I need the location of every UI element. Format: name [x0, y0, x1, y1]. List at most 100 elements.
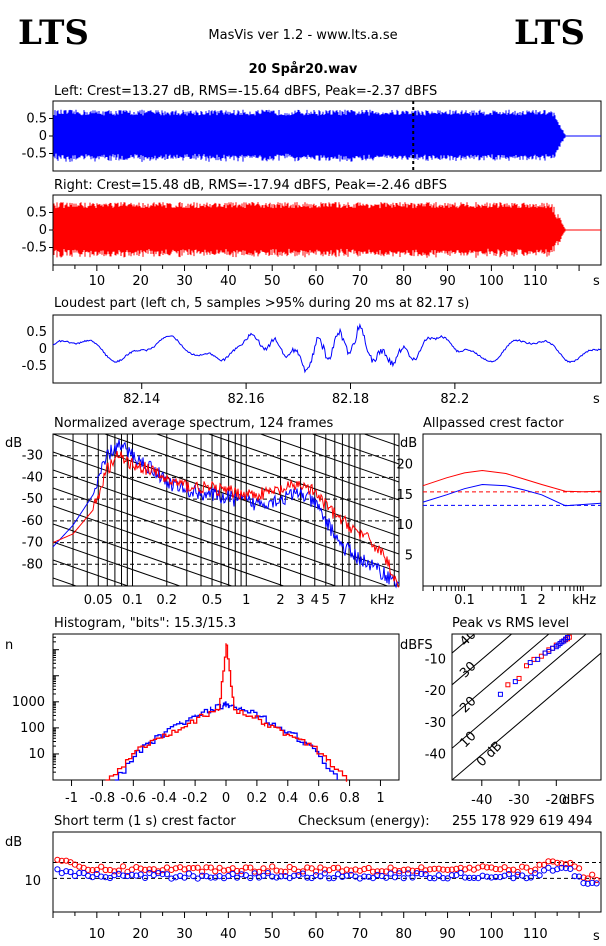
xtick-label: 100 — [479, 274, 504, 289]
spectrum-slope-line — [53, 559, 130, 586]
short-crest-point-left — [234, 874, 241, 881]
xtick-label: 82.14 — [123, 392, 160, 407]
short-crest-point-left — [102, 874, 109, 881]
short-crest-point-left — [457, 869, 464, 877]
xtick-label: 0.6 — [308, 791, 329, 806]
xtick-label: 0.4 — [277, 791, 298, 806]
peak-rms-point-left — [535, 656, 541, 662]
short-crest-point-left — [326, 875, 333, 882]
short-crest-point-left — [80, 869, 87, 877]
loudest-part-plot: 0.5 0 -0.5 82.14 82.16 82.18 82.2 — [22, 314, 602, 407]
short-crest-point-left — [207, 874, 214, 881]
xtick-label: 2 — [276, 593, 284, 608]
right-waveform-xunit: s — [593, 274, 600, 289]
ytick-label: 15 — [396, 488, 413, 503]
loudest-part-title: Loudest part (left ch, 5 samples >95% du… — [54, 296, 469, 311]
short-crest-point-right — [593, 876, 600, 884]
short-crest-point-left — [343, 872, 350, 879]
short-crest-point-right — [400, 866, 407, 874]
short-crest-point-left — [584, 880, 591, 887]
short-crest-point-right — [234, 867, 241, 875]
loudest-part-signal — [52, 323, 602, 374]
short-crest-point-left — [567, 865, 574, 873]
short-crest-point-left — [264, 870, 271, 877]
left-waveform-title: Left: Crest=13.27 dB, RMS=-15.64 dBFS, P… — [54, 84, 437, 99]
short-crest-point-right — [523, 864, 530, 871]
short-crest-point-right — [120, 863, 127, 870]
short-crest-point-left — [523, 875, 530, 882]
short-crest-point-right — [238, 867, 245, 875]
short-crest-point-left — [448, 872, 455, 879]
xtick-label: 82.18 — [332, 392, 369, 407]
xtick-label: 60 — [308, 927, 325, 942]
peak-rms-point-right — [524, 663, 529, 669]
short-crest-point-left — [413, 870, 420, 877]
xtick-label: 10 — [89, 927, 106, 942]
short-crest-point-right — [391, 867, 399, 874]
peak-rms-point-right — [516, 675, 522, 681]
short-crest-point-right — [343, 866, 350, 873]
ytick-label: -40 — [22, 470, 43, 485]
peak-rms-title: Peak vs RMS level — [452, 616, 569, 631]
xtick-label: 0.1 — [122, 593, 143, 608]
xtick-label: 90 — [439, 927, 456, 942]
short-crest-point-right — [269, 863, 276, 870]
short-crest-point-right — [387, 864, 394, 871]
crest-diagonal — [452, 634, 550, 718]
short-crest-point-left — [260, 872, 267, 879]
short-crest-point-left — [242, 872, 249, 879]
xtick-label: 0.5 — [202, 593, 223, 608]
xtick-label: 20 — [132, 274, 149, 289]
short-crest-point-right — [589, 871, 596, 878]
short-crest-point-right — [330, 864, 337, 872]
short-crest-point-left — [435, 872, 442, 879]
short-crest-point-right — [536, 861, 543, 868]
xtick-label: 0 — [222, 791, 230, 806]
short-crest-point-left — [330, 875, 337, 882]
xtick-label: 10 — [89, 274, 106, 289]
short-crest-point-left — [519, 872, 526, 879]
short-crest-point-right — [479, 863, 486, 870]
crest-diagonal — [452, 652, 601, 780]
short-crest-point-left — [505, 871, 512, 878]
short-crest-point-left — [540, 867, 548, 874]
ytick-label: -50 — [22, 492, 43, 507]
ytick-label: 0.5 — [26, 325, 47, 340]
short-crest-point-left — [124, 872, 131, 880]
short-crest-point-left — [106, 874, 114, 882]
short-crest-point-left — [483, 873, 491, 880]
short-crest-point-left — [163, 871, 171, 878]
crest-title: Allpassed crest factor — [423, 416, 564, 431]
short-crest-point-right — [492, 865, 499, 873]
xtick-label: 30 — [176, 274, 193, 289]
histogram-series-left — [114, 701, 338, 781]
xtick-label: 1 — [242, 593, 250, 608]
short-crest-point-left — [172, 874, 179, 881]
spectrum-plot: -30 -40 -50 -60 -70 -80 0.05 0.1 0.2 0.5 1 2 3 4 5 7 — [22, 433, 400, 608]
short-crest-point-right — [334, 864, 342, 871]
xtick-label: 2 — [538, 593, 546, 608]
short-crest-point-right — [413, 867, 420, 875]
peak-rms-point-left — [512, 679, 518, 685]
spectrum-series-left — [52, 439, 400, 589]
spectrum-slope-line — [53, 451, 399, 573]
short-crest-point-left — [488, 874, 495, 881]
crest-xunit: kHz — [572, 593, 596, 608]
short-crest-point-left — [383, 874, 390, 881]
short-crest-point-right — [194, 864, 201, 871]
short-crest-point-right — [374, 868, 381, 875]
xtick-label: 50 — [264, 927, 281, 942]
short-crest-point-left — [479, 872, 486, 879]
histogram-title: Histogram, "bits": 15.3/15.3 — [54, 616, 236, 631]
xtick-label: -0.8 — [90, 791, 115, 806]
short-crest-point-left — [273, 874, 280, 881]
short-crest-point-right — [264, 868, 271, 875]
short-crest-point-left — [409, 874, 416, 881]
left-waveform-plot: 0.5 0 -0.5 — [22, 100, 602, 172]
short-crest-point-left — [418, 870, 425, 878]
xtick-label: 70 — [352, 927, 369, 942]
xtick-label: 90 — [439, 274, 456, 289]
ytick-label: 1000 — [12, 695, 45, 710]
short-crest-xunit: s — [593, 929, 600, 944]
